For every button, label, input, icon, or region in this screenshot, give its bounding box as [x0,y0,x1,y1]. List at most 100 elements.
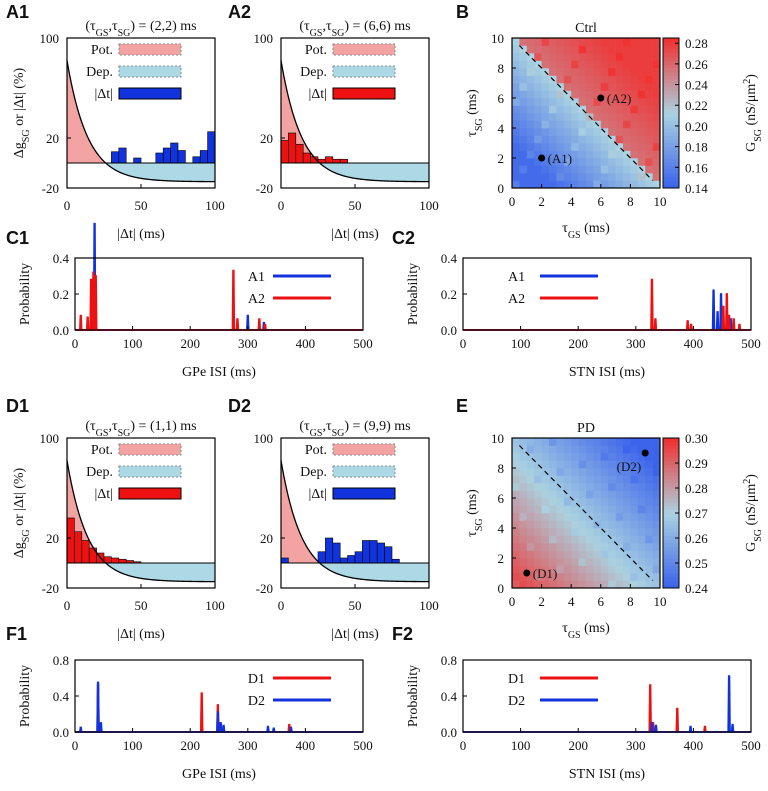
dt-bar [376,542,385,564]
heat-cell [630,460,639,469]
dt-bar [288,132,297,164]
heat-cell [556,565,565,574]
colorbar-step [663,180,679,185]
dt-bar [111,151,120,164]
heat-cell [578,90,587,99]
heat-cell [571,120,579,129]
heat-cell [608,513,616,521]
heat-cell [512,528,520,536]
heat-cell [637,505,646,514]
heat-cell [586,68,594,76]
heat-cell [571,143,579,151]
heat-cell [608,75,616,84]
heat-cell [556,528,565,536]
heat-cell [512,445,520,454]
heat-cell [593,83,602,91]
heat-cell [615,90,624,99]
heat-cell [549,98,557,106]
heat-cell [512,550,520,559]
heat-cell [549,180,557,189]
heat-cell [623,468,631,476]
heat-cell [512,45,520,54]
heat-cell [534,98,542,106]
colorbar-step [663,139,679,144]
heat-cell [571,573,579,581]
heat-cell [630,113,639,121]
colorbar-step [663,135,679,140]
x-tick-label: 200 [568,738,588,753]
heat-cell [519,90,528,99]
heat-cell [563,580,572,589]
heat-cell [586,573,594,581]
heat-cell [571,113,579,121]
heat-cell [526,135,535,144]
stdp-title: (τGS,τSG) = (6,6) ms [299,19,410,39]
heat-cell [526,45,535,54]
heat-cell [578,98,587,106]
x-tick-label: 100 [123,336,143,351]
heat-cell [652,75,661,84]
heat-cell [556,498,565,506]
x-tick-label: 300 [238,738,258,753]
y-tick-label: 0 [498,581,505,596]
heat-cell [541,483,550,491]
colorbar-step [663,464,679,469]
heat-cell [526,105,535,114]
heat-cell [593,565,602,574]
heat-cell [637,180,646,189]
heat-cell [615,180,624,189]
heat-cell [615,550,624,559]
heat-cell [578,158,587,166]
x-tick-label: 50 [349,598,362,613]
heat-cell [645,498,653,506]
heat-cell [563,105,572,114]
heat-cell [586,565,594,574]
colorbar-tick-label: 0.28 [685,36,708,51]
heat-cell [645,565,653,574]
heat-cell [593,580,602,589]
heat-cell [526,513,535,521]
heat-cell [623,453,631,461]
colorbar-step [663,154,679,159]
stdp-panel-A2 [280,37,430,189]
heat-cell [512,483,520,491]
heat-cell [600,468,609,476]
x-tick-label: 100 [419,598,439,613]
heat-cell [645,105,653,114]
heat-cell [556,180,565,189]
heat-cell [541,45,550,54]
heat-cell [645,468,653,476]
colorbar-step [663,60,679,65]
x-tick-label: 100 [511,738,531,753]
heat-cell [571,580,579,589]
heat-cell [519,460,528,469]
colorbar-step [663,445,679,450]
panel-label-F1: F1 [6,624,27,644]
colorbar-step [663,101,679,106]
colorbar-step [663,539,679,544]
heat-cell [556,573,565,581]
heat-cell [549,460,557,469]
heat-cell [652,90,661,99]
marker-point [538,154,546,162]
heat-cell [519,513,528,521]
heat-cell [608,180,616,189]
heat-cell [637,45,646,54]
colorbar-step [663,565,679,570]
heat-cell [623,565,631,574]
heat-cell [549,520,557,529]
y-tick-label: -20 [42,181,59,196]
legend-dt-swatch [118,487,182,500]
heat-cell [571,438,579,446]
heat-cell [571,498,579,506]
heat-cell [600,98,609,106]
heat-cell [637,468,646,476]
heat-cell [578,520,587,529]
heat-cell [608,105,616,114]
colorbar-label: GSG (nS/μm2) [742,74,764,152]
heat-cell [652,505,661,514]
colorbar-step [663,90,679,95]
colorbar-step [663,449,679,454]
heat-cell [623,150,631,159]
colorbar-tick-label: 0.24 [685,581,708,596]
